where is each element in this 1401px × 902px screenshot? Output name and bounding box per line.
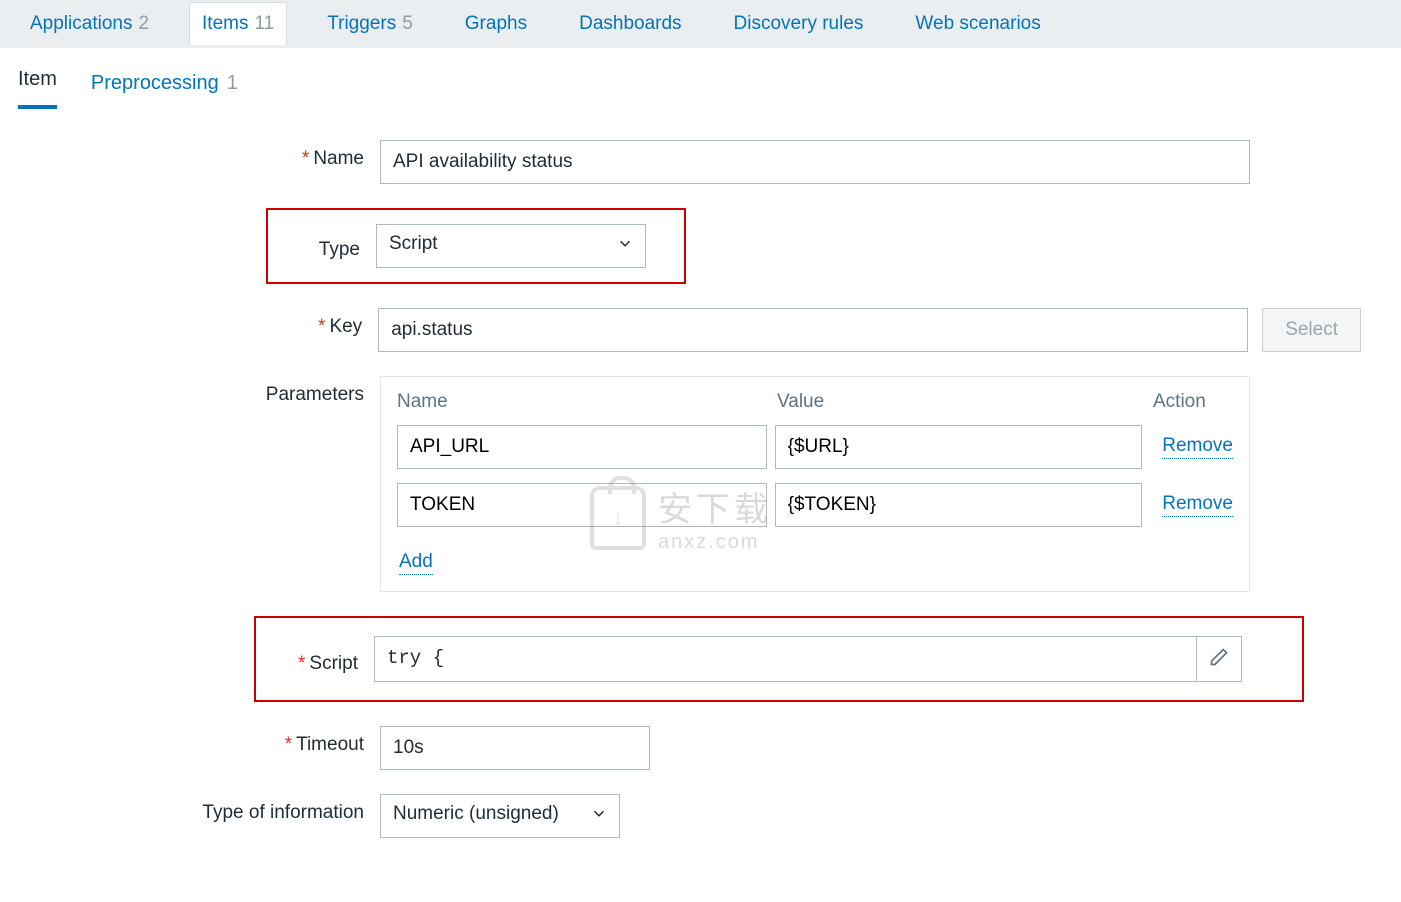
- col-header-name: Name: [397, 391, 777, 413]
- nav-web-scenarios[interactable]: Web scenarios: [903, 3, 1052, 45]
- nav-triggers[interactable]: Triggers 5: [315, 3, 425, 45]
- row-script: *Script try {: [40, 616, 1361, 702]
- nav-label: Web scenarios: [915, 13, 1040, 35]
- nav-count: 11: [254, 13, 274, 35]
- param-name-input[interactable]: [397, 425, 767, 469]
- type-select[interactable]: Script: [376, 224, 646, 268]
- nav-count: 5: [402, 13, 413, 35]
- type-highlight-box: Type Script: [266, 208, 686, 284]
- param-value-input[interactable]: [775, 425, 1143, 469]
- row-key: *Key Select: [40, 308, 1361, 352]
- spacer: [40, 616, 254, 644]
- script-highlight-box: *Script try {: [254, 616, 1304, 702]
- sub-tabs: Item Preprocessing 1: [0, 48, 1401, 110]
- form: 安下载 anxz.com *Name Type Script: [0, 110, 1401, 838]
- nav-label: Discovery rules: [734, 13, 864, 35]
- tab-label: Item: [18, 68, 57, 91]
- edit-script-button[interactable]: [1196, 636, 1242, 682]
- label-timeout: *Timeout: [40, 726, 380, 756]
- nav-items[interactable]: Items 11: [189, 2, 287, 45]
- param-name-input[interactable]: [397, 483, 767, 527]
- param-value-input[interactable]: [775, 483, 1143, 527]
- nav-label: Items: [202, 13, 248, 35]
- col-header-action: Action: [1153, 391, 1233, 413]
- required-asterisk: *: [302, 148, 309, 169]
- row-type: Type Script: [40, 208, 1361, 284]
- parameters-box: Name Value Action Remove Remove Add: [380, 376, 1250, 592]
- label-name: *Name: [40, 140, 380, 170]
- label-type: Type: [278, 231, 376, 261]
- select-button[interactable]: Select: [1262, 308, 1361, 352]
- nav-label: Applications: [30, 13, 132, 35]
- nav-discovery-rules[interactable]: Discovery rules: [722, 3, 876, 45]
- tab-count: 1: [227, 72, 238, 95]
- tab-label: Preprocessing: [91, 72, 219, 95]
- nav-count: 2: [138, 13, 149, 35]
- param-row: Remove: [397, 483, 1233, 527]
- pencil-icon: [1209, 647, 1229, 672]
- name-input[interactable]: [380, 140, 1250, 184]
- row-parameters: Parameters Name Value Action Remove: [40, 376, 1361, 592]
- col-header-value: Value: [777, 391, 1153, 413]
- content: Item Preprocessing 1 安下载 anxz.com *Name: [0, 48, 1401, 902]
- parameters-header: Name Value Action: [397, 391, 1233, 413]
- tab-item[interactable]: Item: [18, 68, 57, 109]
- row-name: *Name: [40, 140, 1361, 184]
- label-parameters: Parameters: [40, 376, 380, 406]
- required-asterisk: *: [298, 653, 305, 674]
- type-of-information-select[interactable]: Numeric (unsigned): [380, 794, 620, 838]
- label-script: *Script: [264, 643, 374, 675]
- required-asterisk: *: [285, 734, 292, 755]
- add-link[interactable]: Add: [399, 551, 433, 575]
- nav-label: Graphs: [465, 13, 527, 35]
- spacer: [40, 208, 266, 230]
- label-type-of-information: Type of information: [40, 794, 380, 824]
- type-select-wrap: Script: [376, 224, 646, 268]
- param-row: Remove: [397, 425, 1233, 469]
- script-field: try {: [374, 636, 1242, 682]
- script-input[interactable]: try {: [374, 636, 1196, 682]
- type-info-select-wrap: Numeric (unsigned): [380, 794, 620, 838]
- required-asterisk: *: [318, 316, 325, 337]
- remove-link[interactable]: Remove: [1162, 435, 1233, 459]
- tab-preprocessing[interactable]: Preprocessing 1: [91, 72, 238, 109]
- remove-link[interactable]: Remove: [1162, 493, 1233, 517]
- nav-label: Dashboards: [579, 13, 681, 35]
- nav-applications[interactable]: Applications 2: [18, 3, 161, 45]
- row-type-of-information: Type of information Numeric (unsigned): [40, 794, 1361, 838]
- timeout-input[interactable]: [380, 726, 650, 770]
- nav-graphs[interactable]: Graphs: [453, 3, 539, 45]
- label-key: *Key: [40, 308, 378, 338]
- top-nav: Applications 2 Items 11 Triggers 5 Graph…: [0, 0, 1401, 48]
- row-timeout: *Timeout: [40, 726, 1361, 770]
- nav-label: Triggers: [327, 13, 396, 35]
- key-input[interactable]: [378, 308, 1248, 352]
- nav-dashboards[interactable]: Dashboards: [567, 3, 693, 45]
